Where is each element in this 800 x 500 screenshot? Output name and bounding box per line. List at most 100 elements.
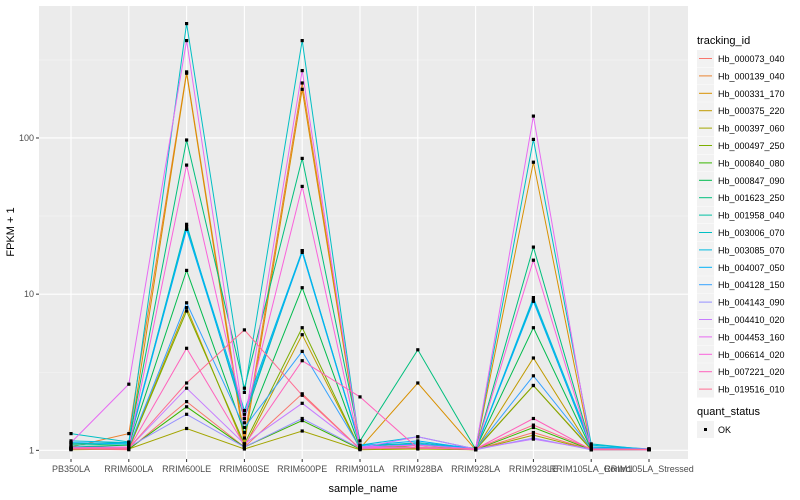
legend-label-Hb_003085_070: Hb_003085_070 [718, 245, 785, 255]
legend-label-Hb_000847_090: Hb_000847_090 [718, 176, 785, 186]
legend-label-Hb_007221_020: Hb_007221_020 [718, 367, 785, 377]
point-Hb_004143_090-RRIM600SE [242, 445, 246, 449]
point-Hb_000397_060-RRIM600SE [242, 447, 246, 451]
x-tick-label-0: PB350LA [52, 464, 90, 474]
point-Hb_003085_070-RRIM105LA_Control [589, 443, 593, 447]
point-Hb_004007_050-RRIM600PE [300, 250, 304, 254]
point-Hb_007221_020-RRIM600PE [300, 359, 304, 363]
x-tick-label-6: RRIM928BA [393, 464, 443, 474]
point-Hb_004128_150-RRIM600SE [242, 425, 246, 430]
point-Hb_003006_070-RRIM600LE [185, 22, 189, 26]
legend-label-Hb_000840_080: Hb_000840_080 [718, 158, 785, 168]
point-Hb_019516_010-RRIM928BA [416, 446, 420, 450]
point-Hb_004453_160-RRIM928BA [416, 443, 420, 447]
point-Hb_004007_050-RRIM600SE [242, 412, 246, 416]
point-Hb_004410_020-RRIM928LE [531, 437, 535, 441]
point-Hb_000497_250-RRIM928LE [531, 383, 535, 388]
point-Hb_000331_170-RRIM600LE [185, 71, 189, 75]
point-Hb_003006_070-RRIM928LE [531, 137, 535, 141]
shape-legend-items: OK [697, 421, 731, 438]
point-Hb_000331_170-RRIM928LE [531, 160, 535, 164]
point-Hb_000497_250-RRIM600LE [185, 309, 189, 313]
point-Hb_000840_080-RRIM600PE [300, 419, 304, 423]
legend-label-Hb_000139_040: Hb_000139_040 [718, 71, 785, 81]
point-Hb_004453_160-RRIM600PE [300, 69, 304, 73]
point-Hb_000847_090-RRIM600LE [185, 268, 189, 272]
point-Hb_003006_070-PB350LA [69, 432, 73, 436]
legend-label-Hb_000497_250: Hb_000497_250 [718, 141, 785, 151]
point-Hb_000073_040-RRIM928LE [531, 430, 535, 435]
point-Hb_004128_150-RRIM600LE [185, 301, 189, 305]
point-Hb_004410_020-RRIM928BA [416, 435, 420, 439]
shape-legend-label-OK: OK [718, 425, 731, 435]
point-Hb_006614_020-RRIM600PE [300, 184, 304, 188]
point-Hb_004143_090-RRIM600PE [300, 416, 304, 421]
x-tick-label-4: RRIM600PE [277, 464, 327, 474]
point-Hb_001623_250-RRIM600SE [242, 386, 246, 390]
legend-label-Hb_000073_040: Hb_000073_040 [718, 54, 785, 64]
point-Hb_019516_010-RRIM600LE [185, 381, 189, 385]
legend-label-Hb_001958_040: Hb_001958_040 [718, 211, 785, 221]
point-Hb_019516_010-RRIM928LA [474, 447, 478, 451]
x-tick-label-3: RRIM600SE [219, 464, 269, 474]
point-Hb_019516_010-RRIM600PE [300, 393, 304, 397]
point-Hb_000847_090-RRIM928LE [531, 326, 535, 330]
point-Hb_003006_070-RRIM600SE [242, 390, 246, 394]
point-Hb_003006_070-RRIM600PE [300, 39, 304, 43]
point-Hb_019516_010-RRIM105LA_Control [589, 447, 593, 451]
x-tick-label-2: RRIM600LE [162, 464, 211, 474]
point-Hb_001623_250-RRIM928BA [416, 348, 420, 352]
point-Hb_007221_020-RRIM901LA [358, 395, 362, 399]
x-tick-label-1: RRIM600LA [104, 464, 153, 474]
x-axis: PB350LA RRIM600LA RRIM600LE RRIM600SE RRIM60… [52, 459, 694, 474]
legend-label-Hb_004453_160: Hb_004453_160 [718, 332, 785, 342]
point-Hb_000397_060-RRIM600LE [185, 426, 189, 431]
point-Hb_001623_250-RRIM928LE [531, 245, 535, 249]
point-Hb_000840_080-RRIM928LE [531, 425, 535, 430]
legend-items: Hb_000073_040 Hb_000139_040 Hb_000331_170 H… [697, 50, 785, 398]
point-Hb_001958_040-PB350LA [69, 443, 73, 447]
point-Hb_004128_150-RRIM928LE [531, 374, 535, 378]
y-axis-title: FPKM + 1 [5, 207, 17, 256]
point-Hb_000331_170-RRIM928BA [416, 381, 420, 385]
point-Hb_004128_150-RRIM600PE [300, 349, 304, 353]
x-tick-label-5: RRIM901LA [335, 464, 384, 474]
legend-label-Hb_019516_010: Hb_019516_010 [718, 385, 785, 395]
point-Hb_000073_040-RRIM600LE [185, 400, 189, 404]
point-Hb_003085_070-RRIM600PE [300, 249, 304, 253]
point-Hb_004007_050-RRIM928LE [531, 299, 535, 303]
point-Hb_000497_250-RRIM600PE [300, 326, 304, 330]
legend-label-Hb_006614_020: Hb_006614_020 [718, 350, 785, 360]
point-Hb_000375_220-RRIM928LE [531, 356, 535, 360]
shape-legend-title: quant_status [697, 406, 760, 418]
y-tick-label-0: 1 [29, 445, 34, 455]
legend-label-Hb_003006_070: Hb_003006_070 [718, 228, 785, 238]
point-Hb_019516_010-RRIM901LA [358, 447, 362, 451]
point-Hb_004453_160-RRIM928LE [531, 114, 535, 118]
legend-label-Hb_004007_050: Hb_004007_050 [718, 263, 785, 273]
point-Hb_019516_010-RRIM105LA_Stressed [647, 448, 651, 452]
y-axis: 1 10 100 [19, 133, 39, 455]
legend-label-Hb_000397_060: Hb_000397_060 [718, 124, 785, 134]
x-tick-label-9: RRIM105LA_Control [550, 464, 633, 474]
point-Hb_004007_050-RRIM600LA [127, 442, 131, 446]
point-Hb_004453_160-RRIM600LA [127, 382, 131, 386]
point-Hb_001623_250-RRIM600PE [300, 156, 304, 160]
shape-legend-marker-OK [704, 428, 707, 431]
point-Hb_007221_020-RRIM928LE [531, 416, 535, 421]
point-Hb_003085_070-PB350LA [69, 439, 73, 443]
point-Hb_006614_020-RRIM928LE [531, 258, 535, 262]
point-Hb_003085_070-RRIM928LE [531, 296, 535, 300]
point-Hb_004453_160-RRIM600SE [242, 421, 246, 425]
point-Hb_001623_250-RRIM901LA [358, 439, 362, 443]
point-Hb_000397_060-RRIM600PE [300, 429, 304, 433]
point-Hb_000840_080-RRIM600LE [185, 405, 189, 409]
legend-label-Hb_000331_170: Hb_000331_170 [718, 89, 785, 99]
point-Hb_004453_160-PB350LA [69, 441, 73, 445]
point-Hb_001958_040-RRIM600LE [185, 222, 189, 226]
point-Hb_004410_020-RRIM600LE [185, 386, 189, 390]
point-Hb_004143_090-RRIM600LE [185, 412, 189, 416]
legend-title: tracking_id [697, 35, 750, 47]
legend-label-Hb_000375_220: Hb_000375_220 [718, 106, 785, 116]
